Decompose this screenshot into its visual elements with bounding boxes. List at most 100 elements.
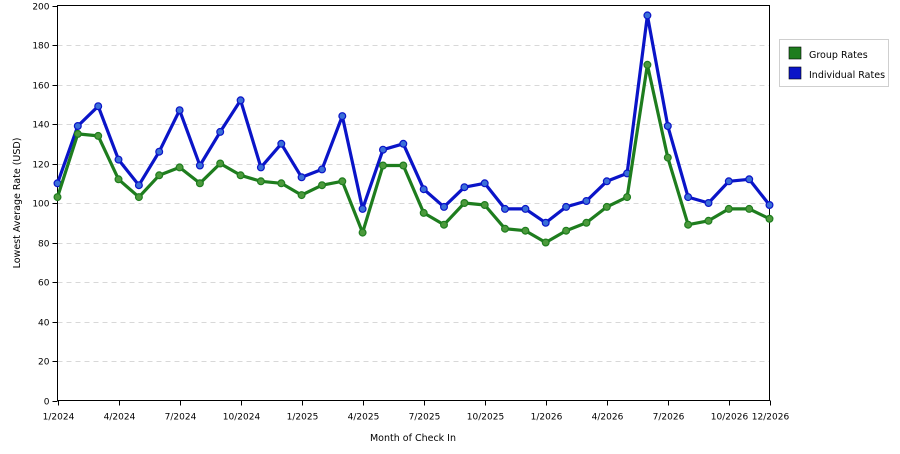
data-point-group-rates[interactable] xyxy=(134,193,143,202)
data-point-individual-rates[interactable] xyxy=(236,96,245,105)
data-point-individual-rates[interactable] xyxy=(155,147,164,156)
data-point-individual-rates[interactable] xyxy=(684,193,693,202)
data-point-individual-rates[interactable] xyxy=(501,204,510,213)
data-point-group-rates[interactable] xyxy=(684,220,693,229)
y-tick-label: 180 xyxy=(32,42,49,52)
data-point-group-rates[interactable] xyxy=(704,216,713,225)
data-point-group-rates[interactable] xyxy=(602,202,611,211)
y-tick-label: 0 xyxy=(44,398,50,408)
y-tick-label: 40 xyxy=(38,319,50,329)
legend-label-individual-rates: Individual Rates xyxy=(809,70,885,81)
data-point-group-rates[interactable] xyxy=(277,179,286,188)
data-point-individual-rates[interactable] xyxy=(704,199,713,208)
data-point-individual-rates[interactable] xyxy=(318,165,327,174)
x-tick-label: 1/2026 xyxy=(531,413,563,423)
data-point-individual-rates[interactable] xyxy=(175,106,184,115)
data-point-group-rates[interactable] xyxy=(155,171,164,180)
x-tick-label: 4/2025 xyxy=(348,413,380,423)
data-point-individual-rates[interactable] xyxy=(134,181,143,190)
data-point-individual-rates[interactable] xyxy=(582,197,591,206)
data-point-group-rates[interactable] xyxy=(765,214,774,223)
x-tick-label: 7/2024 xyxy=(165,413,197,423)
data-point-individual-rates[interactable] xyxy=(521,204,530,213)
data-point-individual-rates[interactable] xyxy=(277,139,286,148)
y-tick-label: 60 xyxy=(38,279,50,289)
data-point-group-rates[interactable] xyxy=(419,208,428,217)
data-point-individual-rates[interactable] xyxy=(745,175,754,184)
y-tick-label: 140 xyxy=(32,121,49,131)
data-point-individual-rates[interactable] xyxy=(643,11,652,20)
data-point-individual-rates[interactable] xyxy=(663,121,672,130)
data-point-group-rates[interactable] xyxy=(175,163,184,172)
data-point-individual-rates[interactable] xyxy=(297,173,306,182)
data-point-group-rates[interactable] xyxy=(114,175,123,184)
legend-label-group-rates: Group Rates xyxy=(809,50,868,61)
data-point-individual-rates[interactable] xyxy=(541,218,550,227)
grid-lines xyxy=(57,45,770,362)
data-point-group-rates[interactable] xyxy=(480,201,489,210)
x-axis-title: Month of Check In xyxy=(370,433,456,444)
x-tick-label: 12/2026 xyxy=(752,413,790,423)
data-point-group-rates[interactable] xyxy=(236,171,245,180)
data-point-individual-rates[interactable] xyxy=(114,155,123,164)
data-point-group-rates[interactable] xyxy=(501,224,510,233)
data-point-group-rates[interactable] xyxy=(195,179,204,188)
x-tick-label: 10/2026 xyxy=(711,413,749,423)
legend-swatch-group-rates xyxy=(788,46,802,60)
data-point-group-rates[interactable] xyxy=(623,193,632,202)
data-point-individual-rates[interactable] xyxy=(440,202,449,211)
series-lines xyxy=(53,11,774,247)
data-point-group-rates[interactable] xyxy=(318,181,327,190)
data-point-individual-rates[interactable] xyxy=(724,177,733,186)
data-point-individual-rates[interactable] xyxy=(94,102,103,111)
legend-swatch-individual-rates xyxy=(788,66,802,80)
x-tick-label: 4/2024 xyxy=(104,413,136,423)
data-point-individual-rates[interactable] xyxy=(379,145,388,154)
y-tick-label: 20 xyxy=(38,358,50,368)
series-line-individual-rates xyxy=(55,13,772,225)
data-point-individual-rates[interactable] xyxy=(602,177,611,186)
y-tick-label: 80 xyxy=(38,240,50,250)
data-point-individual-rates[interactable] xyxy=(480,179,489,188)
data-point-individual-rates[interactable] xyxy=(195,161,204,170)
x-tick-label: 1/2025 xyxy=(287,413,319,423)
data-point-group-rates[interactable] xyxy=(440,220,449,229)
data-point-group-rates[interactable] xyxy=(73,129,82,138)
data-point-group-rates[interactable] xyxy=(663,153,672,162)
data-point-group-rates[interactable] xyxy=(338,177,347,186)
data-point-individual-rates[interactable] xyxy=(562,202,571,211)
data-point-group-rates[interactable] xyxy=(379,161,388,170)
data-point-individual-rates[interactable] xyxy=(256,163,265,172)
data-point-individual-rates[interactable] xyxy=(73,121,82,130)
y-tick-label: 100 xyxy=(32,200,49,210)
y-tick-label: 200 xyxy=(32,3,49,13)
data-point-group-rates[interactable] xyxy=(358,228,367,237)
data-point-group-rates[interactable] xyxy=(460,199,469,208)
data-point-individual-rates[interactable] xyxy=(419,185,428,194)
data-point-group-rates[interactable] xyxy=(53,193,62,202)
data-point-individual-rates[interactable] xyxy=(338,112,347,121)
data-point-group-rates[interactable] xyxy=(521,226,530,235)
data-point-individual-rates[interactable] xyxy=(460,183,469,192)
data-point-group-rates[interactable] xyxy=(582,218,591,227)
data-point-individual-rates[interactable] xyxy=(399,139,408,148)
series-group-rates xyxy=(53,60,774,247)
data-point-group-rates[interactable] xyxy=(94,131,103,140)
x-tick-label: 7/2025 xyxy=(409,413,441,423)
data-point-group-rates[interactable] xyxy=(216,159,225,168)
data-point-group-rates[interactable] xyxy=(562,226,571,235)
y-tick-label: 120 xyxy=(32,161,49,171)
data-point-group-rates[interactable] xyxy=(745,204,754,213)
data-point-group-rates[interactable] xyxy=(297,191,306,200)
data-point-group-rates[interactable] xyxy=(643,60,652,69)
data-point-group-rates[interactable] xyxy=(724,204,733,213)
data-point-group-rates[interactable] xyxy=(256,177,265,186)
data-point-group-rates[interactable] xyxy=(399,161,408,170)
data-point-individual-rates[interactable] xyxy=(358,204,367,213)
data-point-individual-rates[interactable] xyxy=(216,127,225,136)
data-point-group-rates[interactable] xyxy=(541,238,550,247)
data-point-individual-rates[interactable] xyxy=(765,201,774,210)
y-axis-ticks: 0 20 40 60 80 100 120 140 160 180 200 xyxy=(32,3,58,408)
